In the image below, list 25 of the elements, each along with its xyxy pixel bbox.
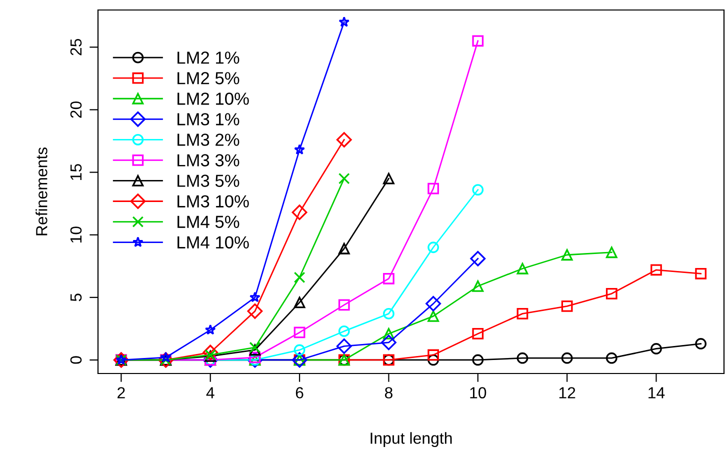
x-tick-label: 4 bbox=[206, 387, 214, 398]
legend-label: LM3 3% bbox=[178, 154, 240, 166]
y-tick-label: 0 bbox=[70, 356, 82, 364]
x-tick-label: 10 bbox=[470, 387, 486, 398]
y-tick-label: 20 bbox=[70, 101, 82, 118]
y-tick-label: 5 bbox=[70, 294, 82, 302]
legend-label: LM3 5% bbox=[178, 174, 240, 187]
legend-label: LM4 10% bbox=[178, 236, 249, 249]
x-tick-label: 12 bbox=[559, 387, 576, 398]
y-tick-label: 25 bbox=[70, 38, 82, 56]
legend-label: LM2 5% bbox=[178, 72, 240, 84]
legend-label: LM3 1% bbox=[178, 113, 240, 126]
legend-label: LM2 1% bbox=[178, 52, 240, 64]
x-tick-label: 2 bbox=[118, 387, 125, 398]
y-tick-label: 10 bbox=[70, 226, 82, 243]
legend-label: LM2 10% bbox=[178, 92, 249, 105]
x-axis-title: Input length bbox=[370, 432, 452, 448]
y-axis-title: Refinements bbox=[36, 147, 48, 236]
legend-label: LM3 2% bbox=[178, 134, 240, 146]
x-tick-label: 6 bbox=[296, 387, 304, 398]
y-tick-label: 15 bbox=[70, 164, 82, 180]
x-tick-label: 14 bbox=[648, 387, 665, 398]
legend-label: LM3 10% bbox=[178, 195, 249, 208]
x-tick-label: 8 bbox=[384, 387, 392, 398]
legend-label: LM4 5% bbox=[178, 216, 240, 228]
